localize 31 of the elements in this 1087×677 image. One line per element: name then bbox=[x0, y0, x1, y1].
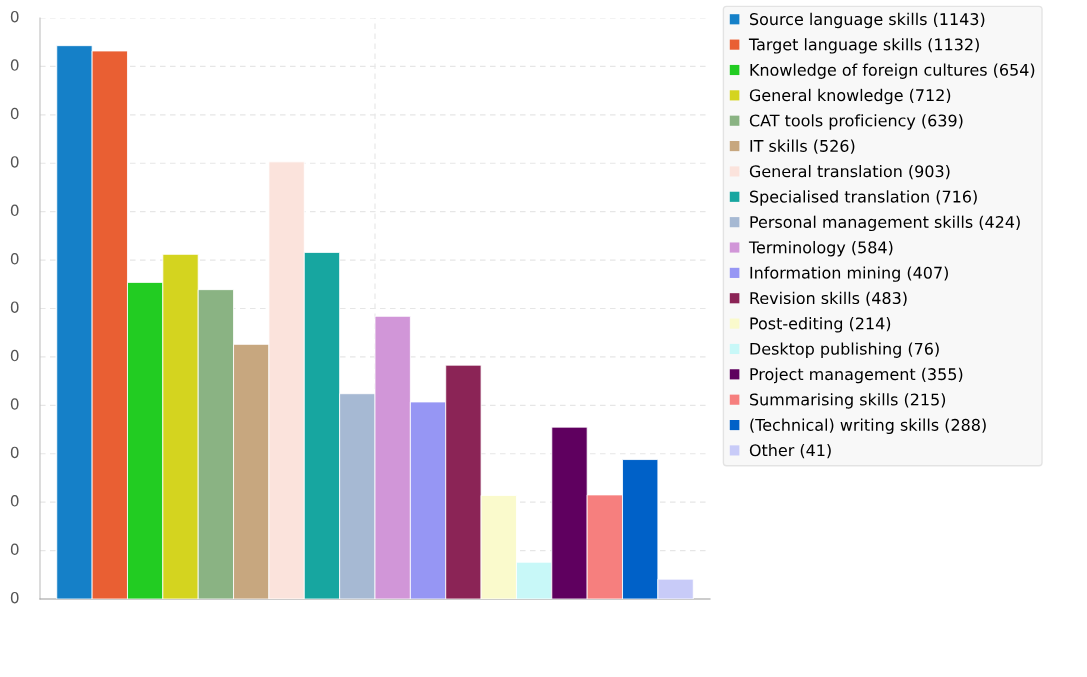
legend-label: General translation (903) bbox=[749, 164, 950, 180]
legend-label: CAT tools proficiency (639) bbox=[749, 114, 963, 130]
legend-label: Desktop publishing (76) bbox=[750, 342, 939, 358]
legend-label: Specialised translation (716) bbox=[750, 190, 977, 206]
text: 0 bbox=[10, 495, 19, 507]
legend-label: General knowledge (712) bbox=[749, 88, 951, 105]
text: 0 bbox=[10, 252, 19, 265]
legend-label: Knowledge of foreign cultures (654) bbox=[750, 63, 1035, 79]
text: 0 bbox=[10, 156, 19, 168]
legend-label: Revision skills (483) bbox=[750, 291, 907, 306]
text: 0 bbox=[10, 543, 19, 556]
legend-label: Other (41) bbox=[749, 443, 831, 459]
text: 0 bbox=[10, 59, 19, 71]
text: 0 bbox=[10, 591, 19, 604]
text: 0 bbox=[10, 398, 19, 410]
legend-label: Target language skills (1132) bbox=[748, 38, 979, 54]
legend-label: Source language skills (1143) bbox=[750, 12, 985, 29]
text: 0 bbox=[10, 349, 19, 362]
text: 0 bbox=[10, 446, 19, 459]
text: 0 bbox=[10, 10, 19, 23]
text: 0 bbox=[10, 107, 19, 120]
legend-label: Summarising skills (215) bbox=[750, 393, 946, 409]
legend-label: Project management (355) bbox=[750, 367, 963, 384]
text: 0 bbox=[10, 204, 19, 217]
legend-label: IT skills (526) bbox=[750, 139, 855, 154]
text: 0 bbox=[10, 301, 19, 313]
legend-label: Post-editing (214) bbox=[750, 317, 891, 333]
legend-label: Personal management skills (424) bbox=[750, 215, 1020, 232]
legend-label: Information mining (407) bbox=[750, 266, 948, 282]
legend-label: (Technical) writing skills (288) bbox=[750, 418, 986, 434]
legend-label: Terminology (584) bbox=[748, 241, 893, 257]
